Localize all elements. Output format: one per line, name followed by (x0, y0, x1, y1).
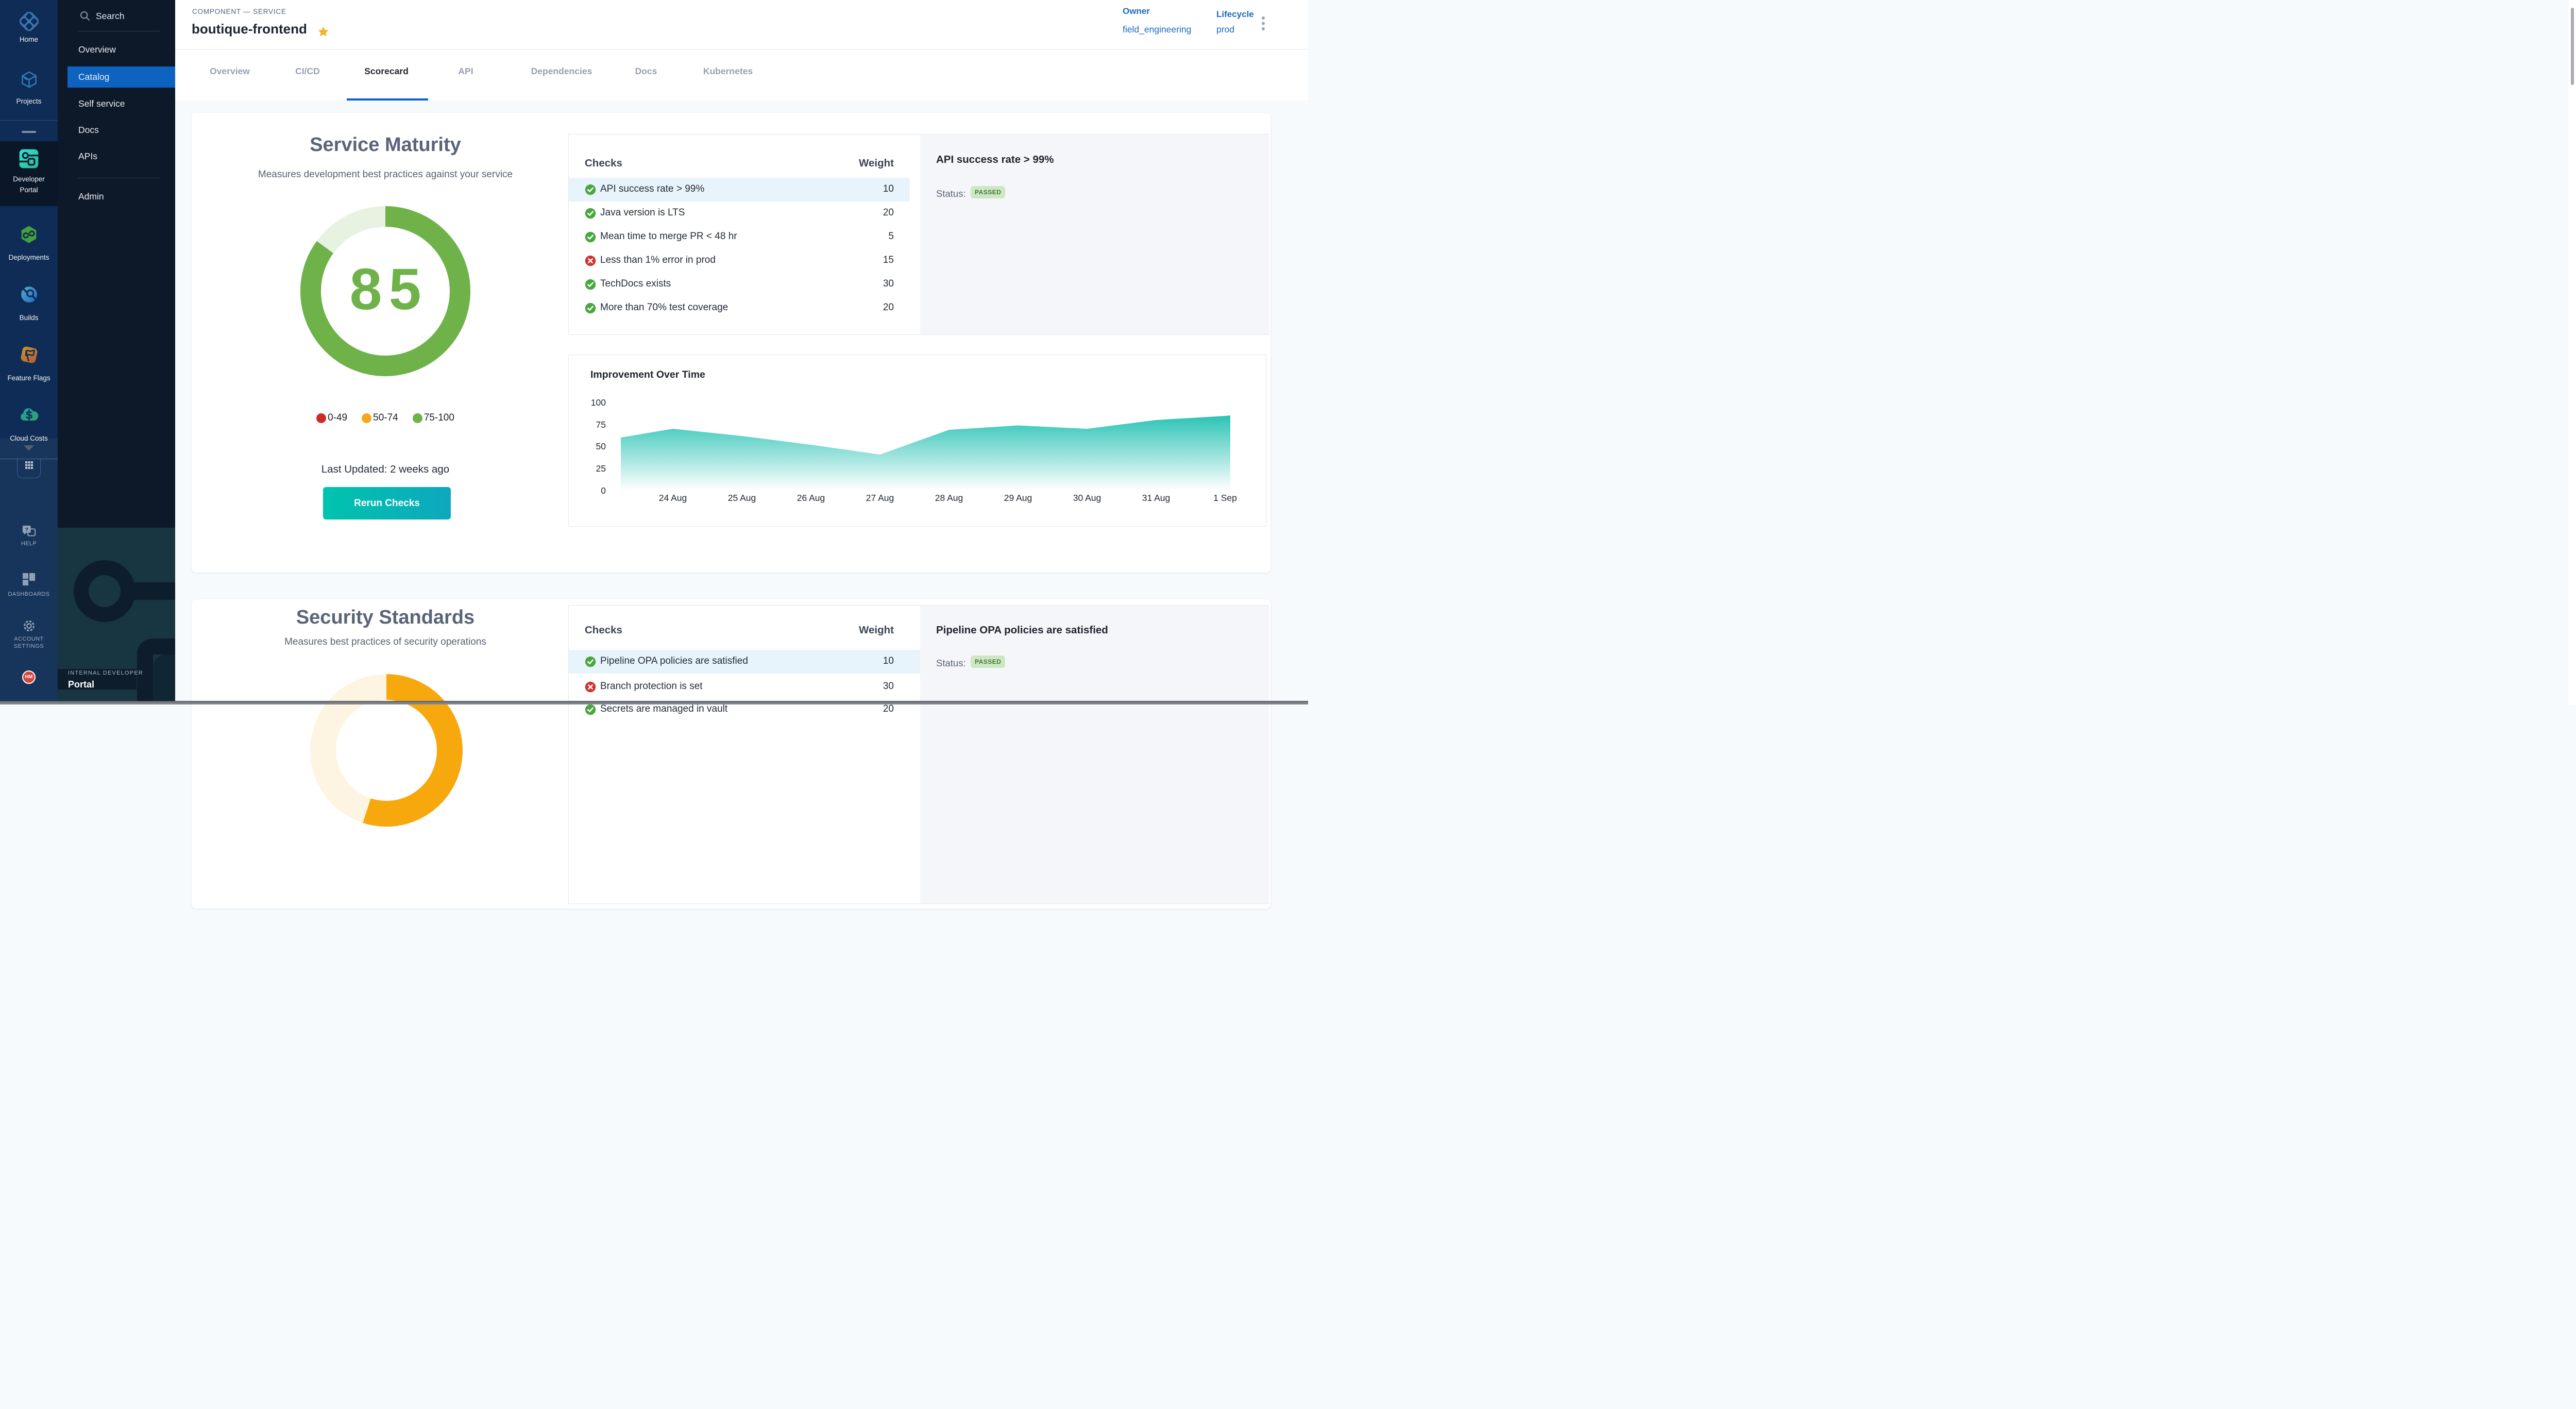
svg-text:25: 25 (596, 463, 606, 474)
svg-text:28 Aug: 28 Aug (935, 493, 963, 503)
svg-text:25 Aug: 25 Aug (728, 493, 756, 503)
svg-text:100: 100 (591, 397, 606, 408)
svg-text:31 Aug: 31 Aug (1142, 493, 1171, 503)
svg-text:29 Aug: 29 Aug (1004, 493, 1032, 503)
svg-text:50: 50 (596, 441, 606, 451)
svg-text:75: 75 (596, 420, 606, 430)
svg-text:30 Aug: 30 Aug (1073, 493, 1101, 503)
svg-text:8: 8 (350, 257, 382, 322)
svg-text:1 Sep: 1 Sep (1213, 493, 1237, 503)
svg-text:0: 0 (601, 485, 606, 496)
svg-text:5: 5 (389, 257, 421, 322)
svg-text:26 Aug: 26 Aug (797, 493, 825, 503)
svg-text:S: S (26, 410, 33, 422)
svg-text:24 Aug: 24 Aug (659, 493, 687, 503)
svg-text:?: ? (25, 527, 28, 533)
svg-text:27 Aug: 27 Aug (866, 493, 894, 503)
